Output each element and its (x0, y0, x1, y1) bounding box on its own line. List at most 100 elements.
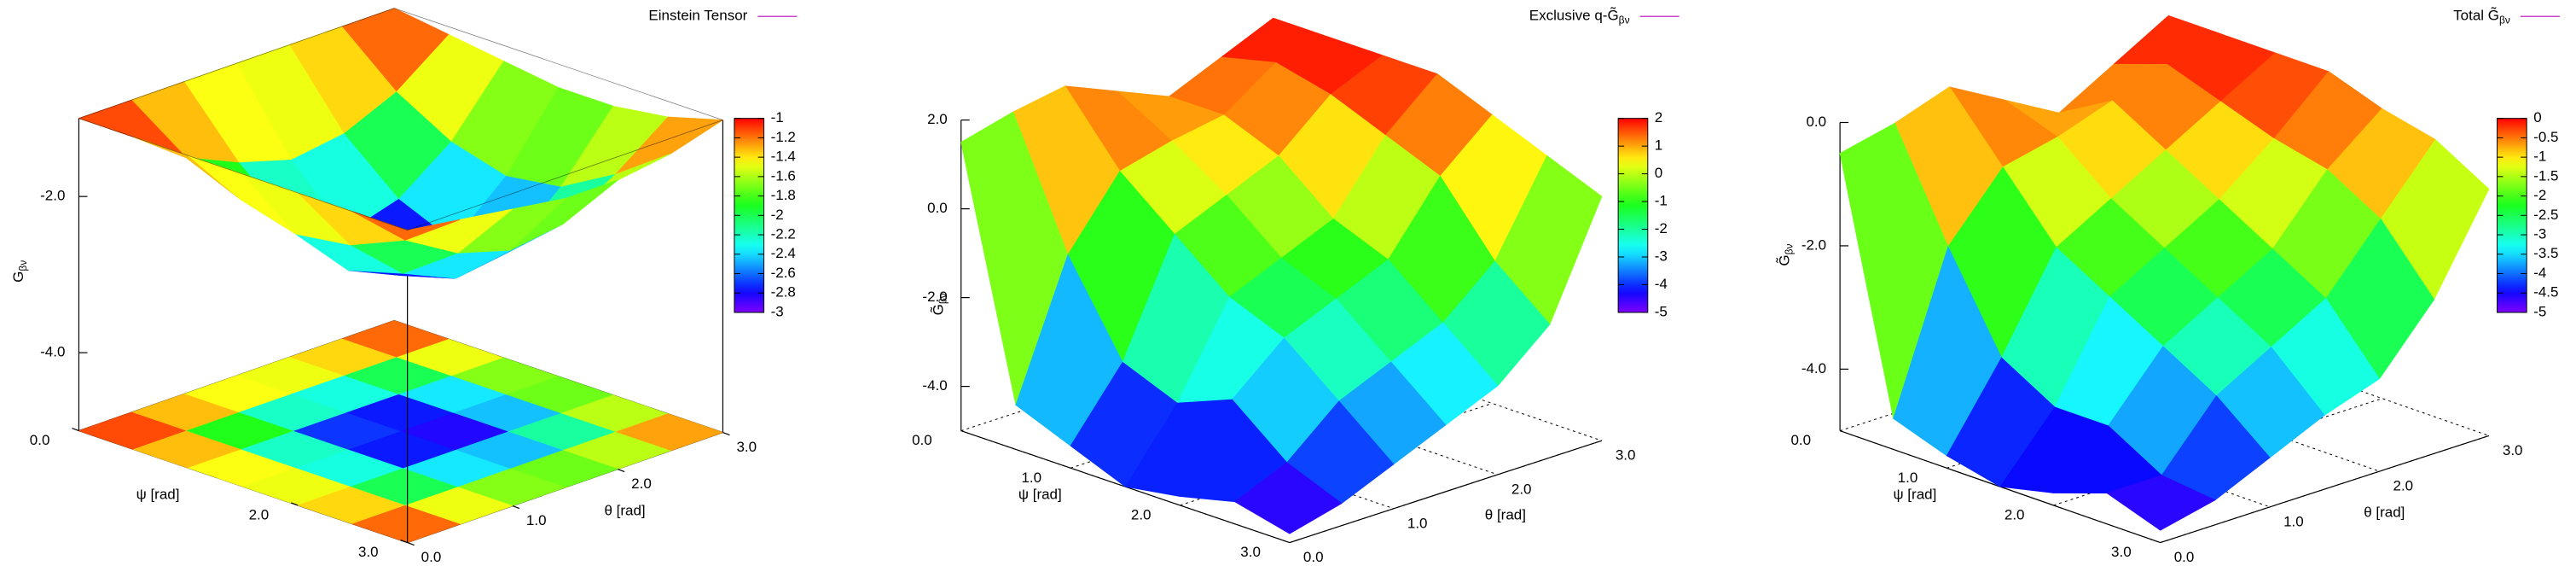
grid-line (960, 328, 1273, 432)
colorbar-tick-label: -2 (2533, 187, 2546, 203)
x-tick (400, 540, 408, 544)
legend-label-sub: βν (2499, 14, 2510, 26)
y-axis-label: θ [rad] (604, 503, 645, 519)
y-axis-label: θ [rad] (1485, 506, 1526, 522)
z-tick-label: -4.0 (40, 344, 65, 360)
y-tick-label: 0.0 (1303, 549, 1324, 565)
x-tick-label: 0.0 (1790, 432, 1811, 448)
y-tick-label: 2.0 (631, 476, 652, 492)
legend-label: Exclusive q-G̃βν (1529, 7, 1630, 26)
axis-line (2160, 435, 2490, 544)
z-axis-label-main: G̃ (1776, 254, 1793, 265)
z-axis-label: Gβν (11, 260, 30, 283)
legend-label-sub: βν (1619, 14, 1630, 26)
y-tick (722, 431, 730, 436)
y-tick-label: 0.0 (2174, 549, 2195, 565)
x-tick-label: 0.0 (912, 432, 932, 448)
z-tick-label: 0.0 (1806, 114, 1826, 130)
y-tick-label: 3.0 (2503, 442, 2523, 458)
colorbar-tick-label: -2 (1655, 220, 1668, 236)
z-tick-label: -2.0 (922, 289, 947, 305)
z-axis-label-sub: βν (1784, 243, 1796, 254)
x-tick-label: 2.0 (1131, 506, 1152, 522)
colorbar-tick-label: -2.4 (771, 245, 796, 261)
colorbar-tick-label: -2.8 (771, 284, 796, 301)
surface-cell (2106, 475, 2216, 531)
colorbar-tick-label: -1.6 (771, 167, 796, 184)
z-tick-label: -2.0 (40, 188, 65, 204)
y-tick-label: 1.0 (2283, 513, 2304, 529)
x-tick-label: 3.0 (2111, 544, 2132, 560)
colorbar-tick-label: 2 (1655, 109, 1662, 125)
z-axis-label-sub: βν (937, 293, 949, 304)
colorbar-tick-label: -3 (771, 303, 784, 319)
x-tick (291, 502, 299, 506)
colorbar-tick-label: 0 (1655, 165, 1662, 181)
y-tick-label: 2.0 (2393, 478, 2413, 494)
z-axis-label-main: G̃ (930, 304, 947, 315)
y-tick-label: 3.0 (1616, 447, 1636, 464)
colorbar-tick-label: -2 (771, 207, 784, 223)
colorbar-tick-label: -1.4 (771, 149, 796, 165)
x-axis-label: ψ [rad] (136, 487, 180, 503)
colorbar-tick-label: -1.5 (2533, 167, 2558, 184)
colorbar-tick-label: -3 (1655, 248, 1668, 264)
y-tick-label: 1.0 (1407, 515, 1428, 531)
z-axis-label-sub: βν (17, 260, 29, 271)
x-tick (72, 428, 79, 432)
colorbar-tick-label: -1 (2533, 149, 2546, 165)
colorbar-tick-label: -5 (1655, 303, 1668, 319)
z-tick-label: -4.0 (922, 377, 947, 394)
legend-label: Einstein Tensor (648, 8, 747, 24)
y-tick-label: 0.0 (421, 549, 442, 565)
y-axis-label: θ [rad] (2364, 504, 2405, 520)
colorbar-tick-label: -1 (771, 109, 784, 125)
colorbar (1617, 118, 1649, 313)
colorbar-tick-label: -3.5 (2533, 245, 2558, 261)
y-tick-label: 2.0 (1511, 481, 1532, 497)
colorbar-tick-label: -0.5 (2533, 129, 2558, 145)
x-tick-label: 1.0 (1898, 470, 1918, 486)
colorbar-tick-label: -4 (2533, 265, 2546, 281)
x-tick-label: 3.0 (358, 544, 379, 560)
base-heatmap-cell (351, 505, 461, 544)
colorbar-tick-label: 0 (2533, 109, 2541, 125)
z-tick-label: 0.0 (927, 200, 948, 216)
colorbar-tick-label: -1.8 (771, 187, 796, 203)
z-tick-label: 2.0 (927, 111, 948, 127)
colorbar-tick-label: -2.6 (771, 265, 796, 281)
y-tick (407, 542, 415, 546)
legend-label-main: Exclusive q-G̃ (1529, 7, 1619, 24)
legend-label: Total G̃βν (2453, 7, 2510, 26)
y-tick-label: 3.0 (736, 439, 757, 455)
colorbar-tick-label: -4.5 (2533, 284, 2558, 301)
colorbar-tick-label: -4 (1655, 276, 1668, 292)
x-tick-label: 0.0 (30, 432, 50, 448)
x-axis-label: ψ [rad] (1018, 487, 1062, 503)
box-edge (78, 8, 395, 120)
box-edge (394, 8, 723, 120)
colorbar-tick-label: -2.2 (771, 226, 796, 242)
colorbar-tick-label: 1 (1655, 137, 1662, 154)
x-tick-label: 2.0 (2005, 506, 2025, 522)
x-axis-label: ψ [rad] (1893, 487, 1936, 503)
axis-line (1289, 440, 1603, 544)
colorbar-tick-label: -5 (2533, 303, 2546, 319)
z-axis-label: G̃βν (930, 293, 949, 315)
grid-line (2053, 398, 2382, 506)
z-axis-label: G̃βν (1776, 243, 1796, 265)
y-tick-label: 1.0 (526, 512, 547, 528)
colorbar-tick-label: -2.5 (2533, 207, 2558, 223)
legend-label-main: Einstein Tensor (648, 8, 747, 24)
surface-cell (1233, 462, 1343, 534)
box-edge (407, 120, 723, 231)
x-tick-label: 3.0 (1240, 544, 1261, 560)
z-axis-label-main: G (11, 271, 27, 283)
colorbar-tick-label: -1 (1655, 193, 1668, 209)
y-tick (512, 505, 520, 510)
colorbar-tick-label: -1.2 (771, 129, 796, 145)
colorbar-tick-label: -3 (2533, 226, 2546, 242)
x-tick-label: 2.0 (249, 506, 270, 522)
